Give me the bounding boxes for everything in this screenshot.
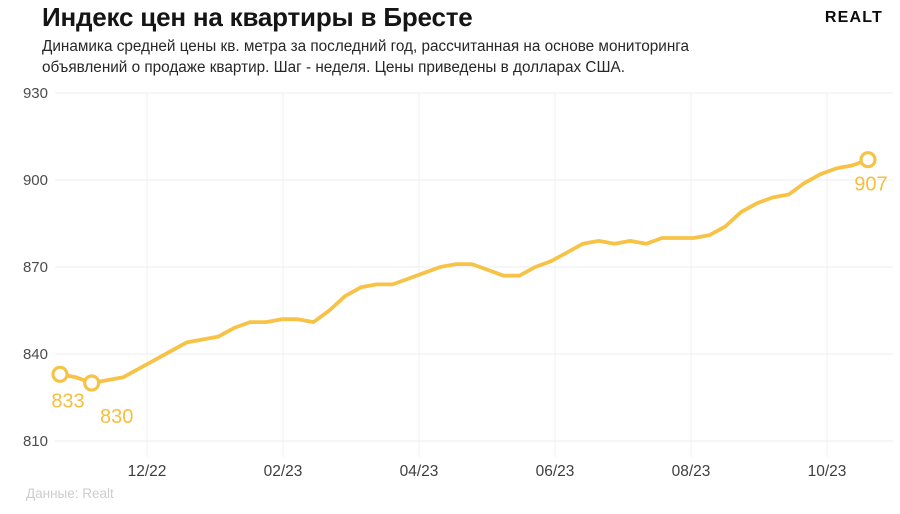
y-tick-label: 930 — [23, 85, 48, 102]
y-tick-label: 840 — [23, 346, 48, 363]
x-tick-label: 08/23 — [672, 463, 711, 480]
x-tick-label: 04/23 — [400, 463, 439, 480]
realt-logo: Realt — [824, 9, 883, 26]
y-tick-label: 810 — [23, 433, 48, 450]
page-title: Индекс цен на квартиры в Бресте — [42, 2, 473, 32]
x-tick-label: 06/23 — [536, 463, 575, 480]
data-point-marker — [51, 365, 69, 383]
x-tick-label: 02/23 — [264, 463, 303, 480]
x-tick-label: 10/23 — [808, 463, 847, 480]
chart-subtitle: Динамика средней цены кв. метра за после… — [42, 36, 689, 78]
y-tick-label: 870 — [23, 259, 48, 276]
data-point-label: 833 — [51, 390, 84, 412]
data-point-label: 907 — [854, 174, 887, 196]
data-point-marker — [83, 374, 101, 392]
data-source-caption: Данные: Realt — [26, 486, 114, 501]
x-tick-label: 12/22 — [128, 463, 167, 480]
y-tick-label: 900 — [23, 172, 48, 189]
data-point-label: 830 — [100, 406, 133, 428]
data-point-marker — [859, 151, 877, 169]
price-line — [58, 157, 870, 385]
subtitle-line-1: Динамика средней цены кв. метра за после… — [42, 38, 690, 55]
subtitle-line-2: объявлений о продаже квартир. Шаг - неде… — [42, 59, 625, 76]
